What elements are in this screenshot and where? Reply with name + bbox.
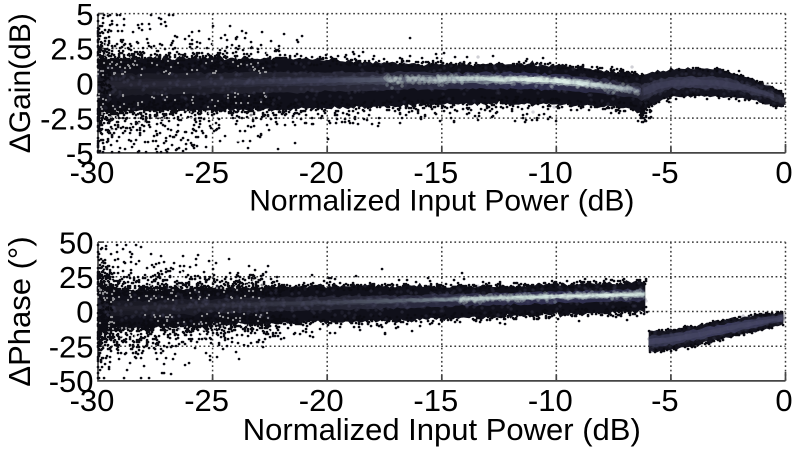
svg-text:0: 0 <box>76 67 93 102</box>
svg-text:Normalized Input Power (dB): Normalized Input Power (dB) <box>249 185 634 218</box>
svg-text:-50: -50 <box>49 364 94 399</box>
svg-text:-10: -10 <box>528 383 573 418</box>
svg-text:-20: -20 <box>299 155 344 190</box>
svg-text:-15: -15 <box>413 383 458 418</box>
svg-text:-25: -25 <box>184 155 229 190</box>
svg-text:-2.5: -2.5 <box>40 101 93 136</box>
svg-text:ΔGain(dB): ΔGain(dB) <box>4 13 37 153</box>
svg-text:-10: -10 <box>528 155 573 190</box>
svg-text:-25: -25 <box>49 329 94 364</box>
svg-text:-5: -5 <box>66 136 94 171</box>
svg-text:-5: -5 <box>651 155 679 190</box>
svg-text:Normalized Input Power (dB): Normalized Input Power (dB) <box>243 412 641 447</box>
svg-text:-5: -5 <box>651 383 679 418</box>
svg-text:-30: -30 <box>70 155 115 190</box>
svg-text:0: 0 <box>76 295 93 330</box>
svg-text:0: 0 <box>775 383 792 418</box>
svg-text:-25: -25 <box>184 383 229 418</box>
svg-text:-20: -20 <box>299 383 344 418</box>
svg-text:-15: -15 <box>413 155 458 190</box>
svg-text:5: 5 <box>76 0 93 32</box>
svg-text:ΔPhase (°): ΔPhase (°) <box>2 236 37 386</box>
svg-text:2.5: 2.5 <box>50 32 93 67</box>
svg-text:50: 50 <box>59 225 93 260</box>
svg-text:0: 0 <box>775 155 792 190</box>
svg-text:25: 25 <box>59 260 93 295</box>
svg-text:-30: -30 <box>70 383 115 418</box>
